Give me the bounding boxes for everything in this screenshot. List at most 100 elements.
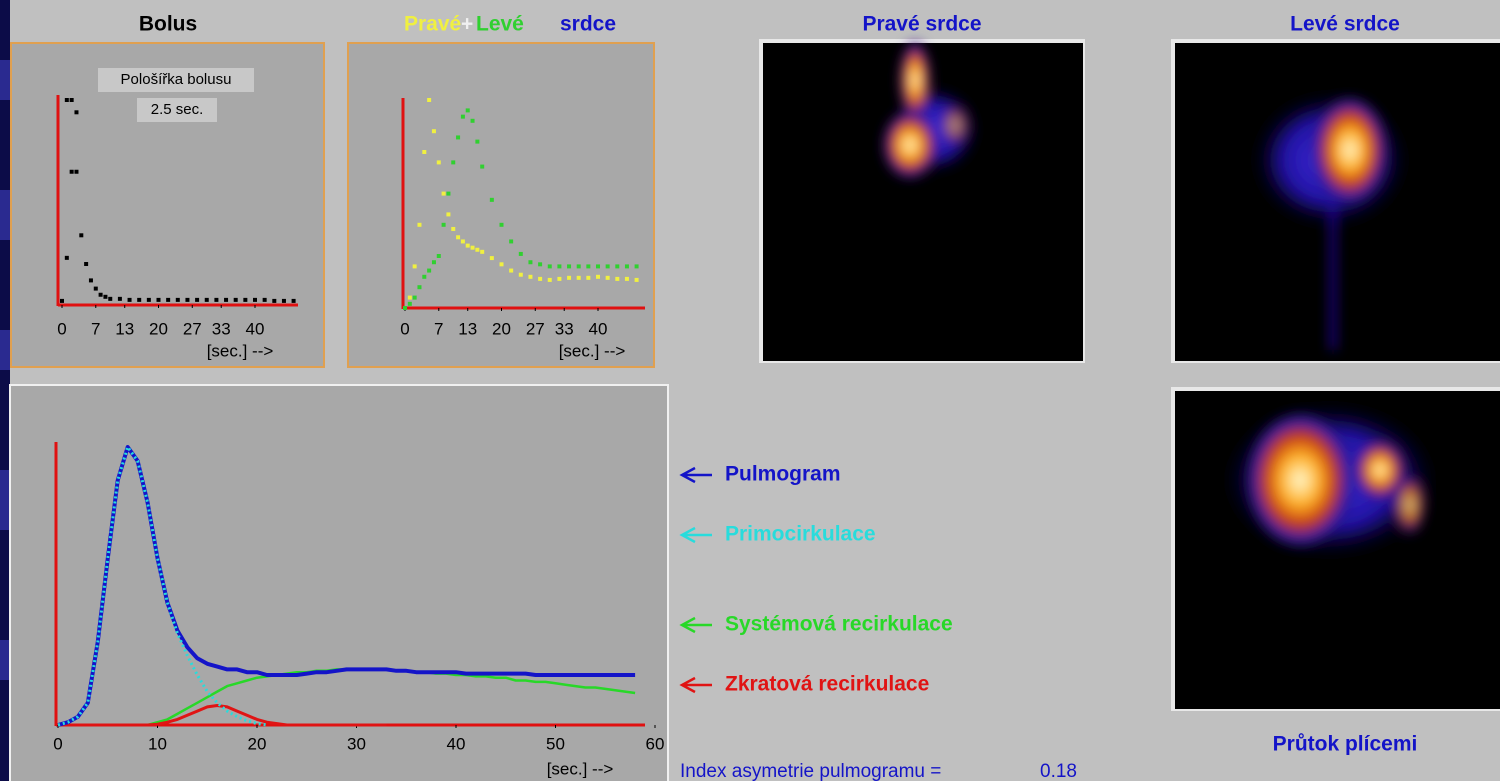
data-point [441, 191, 446, 196]
data-point [291, 298, 296, 303]
x-tick-label: 60 [646, 734, 665, 753]
data-point [480, 164, 485, 169]
data-point [407, 301, 412, 306]
data-point [233, 297, 238, 302]
x-tick-label: 40 [246, 319, 265, 338]
side-block [0, 470, 10, 530]
index-label: Index asymetrie pulmogramu = [680, 761, 941, 781]
x-axis-label: [sec.] --> [547, 759, 614, 778]
data-point [98, 292, 103, 297]
data-point [475, 139, 480, 144]
legend-label: Pulmogram [725, 463, 841, 486]
image-title: Průtok plícemi [1273, 733, 1418, 756]
data-point [84, 262, 89, 266]
data-point [64, 255, 69, 260]
index-value: 0.18 [1040, 761, 1077, 781]
data-point [634, 264, 639, 269]
data-point [576, 275, 581, 280]
x-axis-label: [sec.] --> [207, 341, 274, 360]
legend-label: Primocirkulace [725, 523, 876, 546]
image-title: Levé srdce [1290, 13, 1400, 36]
legend-arrow [679, 676, 712, 694]
data-point [576, 264, 581, 269]
x-tick-label: 20 [492, 319, 511, 338]
note-box [98, 68, 254, 92]
scan-image [759, 39, 1085, 363]
data-point [262, 297, 267, 302]
x-tick-label: 27 [526, 319, 545, 338]
data-point [224, 297, 229, 302]
data-point [403, 306, 407, 310]
series-line [57, 445, 268, 727]
legend-label: Zkratová recirkulace [725, 673, 929, 696]
x-tick-label: 27 [183, 319, 202, 338]
x-tick-label: 50 [546, 734, 565, 753]
data-point [441, 222, 446, 227]
data-point [624, 276, 629, 281]
data-point [456, 135, 461, 140]
data-point [117, 296, 122, 301]
data-point [412, 295, 417, 300]
data-point [547, 264, 552, 269]
image-title: Pravé srdce [862, 13, 981, 36]
heart-panel [347, 42, 655, 368]
data-point [272, 298, 277, 303]
title-series: Levé [476, 13, 524, 36]
data-point [499, 262, 504, 267]
data-point [460, 239, 465, 244]
data-point [634, 277, 639, 282]
data-point [465, 108, 470, 113]
data-point [446, 212, 451, 217]
data-point [460, 114, 465, 119]
data-point [596, 274, 600, 279]
data-point [74, 169, 79, 174]
x-tick-label: 20 [248, 734, 267, 753]
x-tick-label: 33 [555, 319, 574, 338]
scan-image [1171, 39, 1500, 363]
data-point [185, 297, 190, 302]
side-block [0, 60, 10, 100]
data-point [60, 298, 64, 303]
data-point [417, 285, 422, 290]
data-point [195, 297, 200, 302]
note-box [137, 98, 217, 122]
side-stripe [0, 0, 10, 781]
data-point [422, 274, 427, 279]
data-point [586, 264, 591, 269]
x-tick-label: 7 [91, 319, 100, 338]
legend-arrow [679, 616, 712, 634]
data-point [489, 197, 494, 202]
side-block [0, 190, 10, 240]
data-point [509, 268, 514, 273]
data-point [528, 274, 533, 279]
data-point [528, 260, 533, 265]
data-point [538, 276, 543, 281]
data-point [204, 297, 209, 302]
pulmogram-panel [9, 384, 669, 781]
data-point [108, 296, 113, 301]
data-point [253, 297, 257, 302]
x-tick-label: 0 [57, 319, 66, 338]
x-tick-label: 0 [400, 319, 409, 338]
annotation: Pološířka bolusu [121, 71, 232, 88]
legend-label: Systémová recirkulace [725, 613, 953, 636]
data-point [88, 278, 93, 283]
data-point [137, 297, 142, 302]
data-point [538, 262, 543, 267]
data-point [547, 277, 552, 282]
title-joiner: + [461, 13, 473, 36]
x-axis-label: [sec.] --> [559, 341, 626, 360]
data-point [518, 251, 523, 256]
data-point [475, 247, 480, 252]
data-point [93, 286, 98, 291]
data-point [596, 264, 600, 269]
data-point [427, 98, 432, 102]
scan-image [1171, 387, 1500, 711]
x-tick-label: 7 [434, 319, 443, 338]
data-point [103, 294, 108, 299]
data-point [74, 110, 79, 115]
data-point [499, 222, 504, 227]
x-tick-label: 33 [212, 319, 231, 338]
data-point [127, 297, 132, 302]
